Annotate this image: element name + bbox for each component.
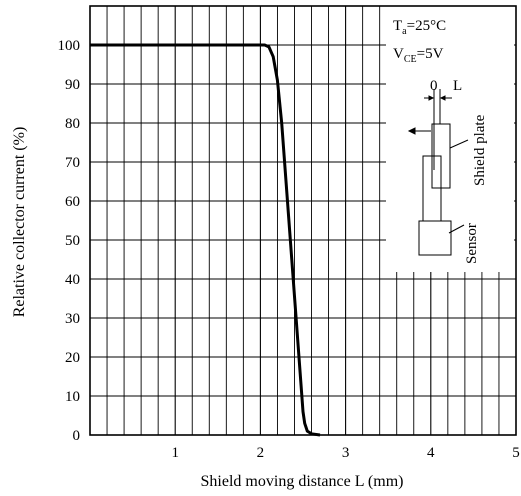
l-label: L bbox=[453, 78, 462, 94]
y-tick-label: 100 bbox=[58, 38, 81, 54]
x-tick-label: 3 bbox=[342, 445, 350, 461]
y-tick-label: 60 bbox=[65, 194, 80, 210]
temperature-label: Ta=25°C bbox=[393, 18, 446, 37]
zero-label: 0 bbox=[430, 78, 438, 94]
x-tick-label: 1 bbox=[171, 445, 179, 461]
x-tick-label: 2 bbox=[257, 445, 265, 461]
y-tick-label: 0 bbox=[73, 428, 81, 444]
y-tick-label: 30 bbox=[65, 311, 80, 327]
y-tick-label: 80 bbox=[65, 116, 80, 132]
y-tick-label: 50 bbox=[65, 233, 80, 249]
y-tick-label: 40 bbox=[65, 272, 80, 288]
y-tick-label: 10 bbox=[65, 389, 80, 405]
x-tick-label: 4 bbox=[427, 445, 435, 461]
x-axis-title: Shield moving distance L (mm) bbox=[201, 473, 404, 490]
sensor-label: Sensor bbox=[464, 223, 480, 264]
shield-plate-label: Shield plate bbox=[472, 114, 488, 186]
y-tick-label: 70 bbox=[65, 155, 80, 171]
voltage-label: VCE=5V bbox=[393, 46, 444, 65]
y-tick-label: 90 bbox=[65, 77, 80, 93]
sensor-diagram bbox=[407, 89, 469, 256]
x-tick-label: 5 bbox=[512, 445, 520, 461]
plot-frame bbox=[89, 5, 517, 436]
y-axis-title: Relative collector current (%) bbox=[11, 127, 28, 318]
y-tick-label: 20 bbox=[65, 350, 80, 366]
series-line bbox=[90, 43, 321, 437]
